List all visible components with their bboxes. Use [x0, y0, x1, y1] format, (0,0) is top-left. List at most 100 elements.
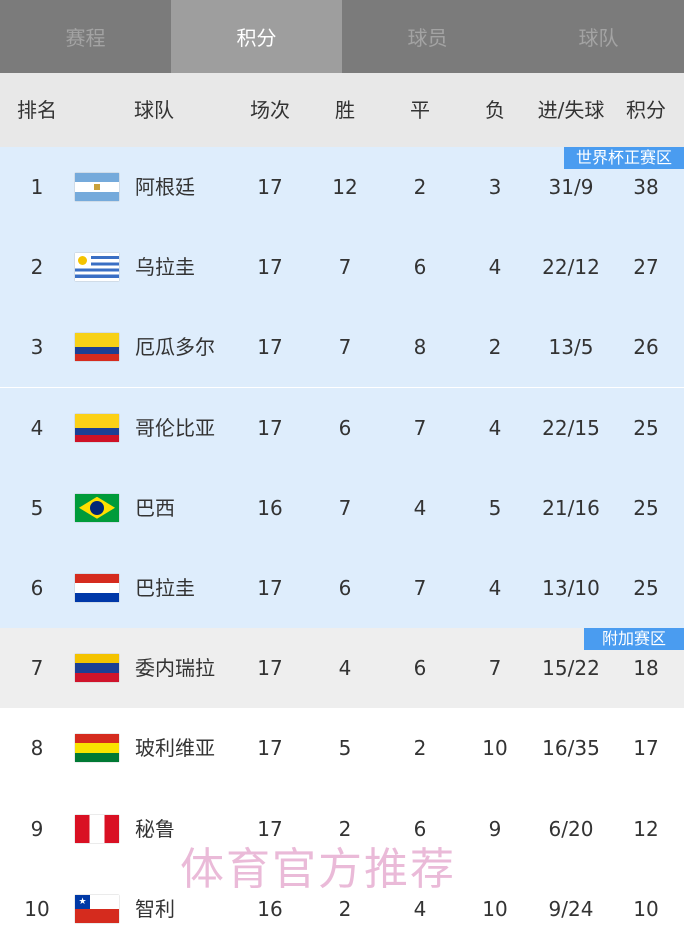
bolivia-flag-icon: [75, 734, 119, 763]
played: 17: [257, 816, 283, 841]
win: 4: [338, 656, 352, 681]
colombia-flag-icon: [75, 413, 119, 442]
draw: 4: [413, 495, 427, 520]
header-loss: 负: [485, 98, 505, 122]
loss: 3: [488, 175, 502, 199]
team-name[interactable]: 委内瑞拉: [135, 656, 215, 681]
win: 2: [338, 816, 352, 841]
draw: 4: [413, 896, 427, 921]
win: 12: [332, 175, 358, 199]
tab-standings[interactable]: 积分: [171, 0, 342, 73]
points: 25: [633, 495, 659, 520]
team-name[interactable]: 乌拉圭: [135, 255, 195, 280]
team-name[interactable]: 智利: [135, 896, 175, 921]
team-name[interactable]: 玻利维亚: [135, 736, 215, 761]
team-name[interactable]: 巴拉圭: [135, 576, 195, 600]
team-name[interactable]: 阿根廷: [135, 175, 195, 199]
points: 26: [633, 335, 659, 360]
points: 18: [633, 656, 659, 681]
team-name[interactable]: 巴西: [135, 495, 175, 520]
table-header: 排名 球队 场次 胜 平 负 进/失球 积分: [0, 73, 684, 147]
team-name[interactable]: 秘鲁: [135, 816, 175, 841]
goals: 22/15: [542, 415, 600, 440]
rank: 1: [30, 175, 44, 199]
paraguay-flag-icon: [75, 574, 119, 602]
played: 17: [257, 175, 283, 199]
argentina-flag-icon: [75, 173, 119, 201]
loss: 4: [488, 576, 502, 600]
tab-bar: 赛程 积分 球员 球队: [0, 0, 684, 73]
played: 17: [257, 255, 283, 280]
goals: 22/12: [542, 255, 600, 280]
table-row[interactable]: 1 阿根廷 17 12 2 3 31/9 38 世界杯正赛区: [0, 147, 684, 227]
points: 25: [633, 576, 659, 600]
draw: 6: [413, 255, 427, 280]
win: 7: [338, 495, 352, 520]
rank: 6: [30, 576, 44, 600]
goals: 16/35: [542, 736, 600, 761]
table-row[interactable]: 7 委内瑞拉 17 4 6 7 15/22 18 附加赛区: [0, 628, 684, 709]
brazil-flag-icon: [75, 493, 119, 522]
goals: 13/5: [548, 335, 594, 360]
zone-badge-world-cup: 世界杯正赛区: [563, 147, 684, 169]
header-team: 球队: [134, 98, 174, 122]
header-points: 积分: [626, 98, 666, 122]
tab-teams[interactable]: 球队: [578, 26, 619, 50]
table-row[interactable]: 5 巴西 16 7 4 5 21/16 25: [0, 467, 684, 548]
loss: 5: [488, 495, 502, 520]
header-rank: 排名: [17, 98, 57, 122]
table-row[interactable]: 8 玻利维亚 17 5 2 10 16/35 17: [0, 708, 684, 789]
played: 16: [257, 896, 283, 921]
goals: 9/24: [548, 896, 594, 921]
win: 6: [338, 576, 352, 600]
tab-players[interactable]: 球员: [407, 26, 448, 50]
rank: 3: [30, 335, 44, 360]
table-row[interactable]: 10 ★ 智利 16 2 4 10 9/24 10: [0, 868, 684, 949]
played: 17: [257, 576, 283, 600]
header-win: 胜: [335, 98, 355, 122]
rank: 8: [30, 736, 44, 761]
team-name[interactable]: 厄瓜多尔: [135, 335, 215, 360]
win: 7: [338, 335, 352, 360]
table-row[interactable]: 3 厄瓜多尔 17 7 8 2 13/5 26: [0, 307, 684, 388]
points: 12: [633, 816, 659, 841]
goals: 13/10: [542, 576, 600, 600]
draw: 7: [413, 415, 427, 440]
rank: 2: [30, 255, 44, 280]
rank: 7: [30, 656, 44, 681]
loss: 2: [488, 335, 502, 360]
draw: 8: [413, 335, 427, 360]
goals: 31/9: [548, 175, 594, 199]
goals: 15/22: [542, 656, 600, 681]
points: 17: [633, 736, 659, 761]
draw: 6: [413, 816, 427, 841]
rank: 9: [30, 816, 44, 841]
tab-schedule[interactable]: 赛程: [65, 26, 106, 50]
win: 6: [338, 415, 352, 440]
table-row[interactable]: 9 秘鲁 17 2 6 9 6/20 12: [0, 788, 684, 869]
header-draw: 平: [410, 98, 430, 122]
win: 7: [338, 255, 352, 280]
table-row[interactable]: 2 乌拉圭 17 7 6 4 22/12 27: [0, 227, 684, 308]
loss: 4: [488, 415, 502, 440]
goals: 6/20: [548, 816, 594, 841]
draw: 2: [413, 175, 427, 199]
header-played: 场次: [250, 98, 290, 122]
ecuador-flag-icon: [75, 333, 119, 362]
loss: 10: [482, 736, 508, 761]
rank: 10: [24, 896, 50, 921]
peru-flag-icon: [75, 814, 119, 843]
loss: 4: [488, 255, 502, 280]
points: 27: [633, 255, 659, 280]
points: 10: [633, 896, 659, 921]
uruguay-flag-icon: [75, 253, 119, 282]
loss: 7: [488, 656, 502, 681]
zone-badge-playoff: 附加赛区: [583, 628, 684, 651]
draw: 2: [413, 736, 427, 761]
draw: 6: [413, 656, 427, 681]
table-row[interactable]: 4 哥伦比亚 17 6 7 4 22/15 25: [0, 387, 684, 468]
team-name[interactable]: 哥伦比亚: [135, 415, 215, 440]
header-goals: 进/失球: [537, 98, 605, 122]
played: 16: [257, 495, 283, 520]
table-row[interactable]: 6 巴拉圭 17 6 7 4 13/10 25: [0, 548, 684, 628]
